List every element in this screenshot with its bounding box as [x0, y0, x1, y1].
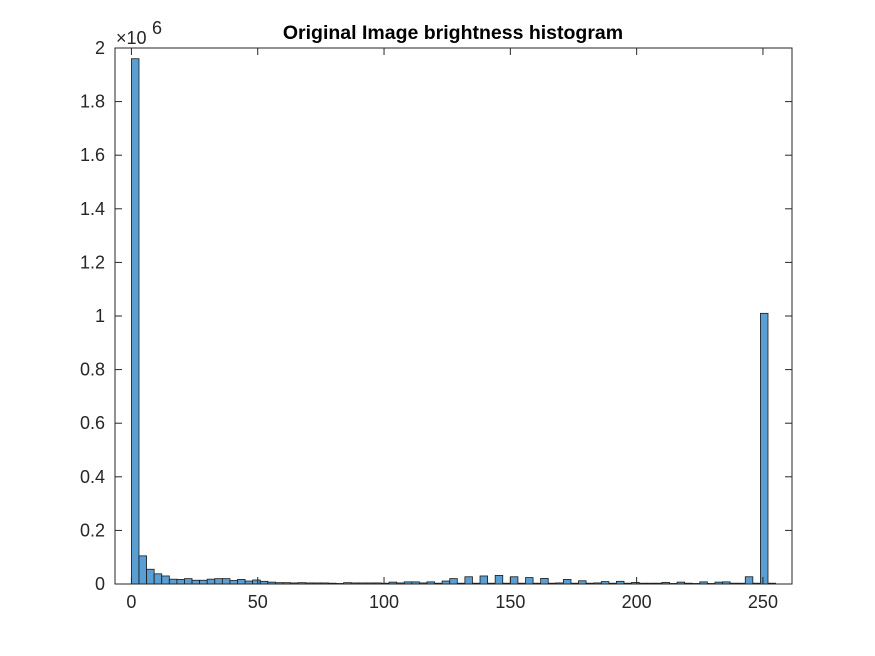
- y-tick-label: 1.6: [80, 145, 105, 165]
- x-tick-label: 100: [369, 592, 399, 612]
- y-tick-label: 1.8: [80, 92, 105, 112]
- y-tick-label: 1.2: [80, 252, 105, 272]
- x-tick-label: 200: [622, 592, 652, 612]
- axis-tick-labels: 0 50 100 150 200 250 0 0.2 0.4 0.6 0.8 1 1.2 1.4 1.6 1.…: [80, 38, 778, 612]
- histogram-bar: [449, 578, 458, 585]
- histogram-bar: [153, 573, 163, 585]
- histogram-bar: [138, 555, 147, 585]
- x-tick-label: 0: [126, 592, 136, 612]
- histogram-bar: [214, 578, 223, 585]
- histogram-bar: [206, 578, 216, 585]
- histogram-bar: [744, 576, 754, 585]
- y-tick-label: 1: [95, 306, 105, 326]
- y-axis-exponent-base: ×10: [116, 28, 147, 48]
- x-tick-label: 50: [248, 592, 268, 612]
- histogram-bar: [237, 579, 246, 585]
- y-tick-label: 1.4: [80, 199, 105, 219]
- y-tick-label: 0.2: [80, 520, 105, 540]
- x-tick-label: 150: [495, 592, 525, 612]
- histogram-bar: [168, 578, 178, 585]
- y-axis-exponent-label: ×10 6: [116, 18, 162, 48]
- x-tick-label: 250: [748, 592, 778, 612]
- histogram-bar: [146, 568, 155, 585]
- histogram-bar: [176, 579, 185, 585]
- histogram-bar: [229, 580, 238, 585]
- histogram-bar: [562, 579, 572, 585]
- y-tick-label: 2: [95, 38, 105, 58]
- chart-title: Original Image brightness histogram: [283, 22, 623, 44]
- histogram-bar: [252, 579, 261, 585]
- y-tick-label: 0.8: [80, 360, 105, 380]
- histogram-bar: [131, 58, 140, 585]
- histogram-bar: [184, 578, 193, 585]
- histogram-bar: [760, 312, 769, 585]
- histogram-bar: [161, 575, 170, 585]
- histogram-bar: [509, 576, 519, 585]
- histogram-bar: [191, 579, 201, 585]
- histogram-bar: [479, 575, 488, 585]
- histogram-bar: [199, 579, 208, 585]
- y-tick-label: 0.4: [80, 467, 105, 487]
- histogram-bar: [464, 576, 473, 585]
- y-tick-label: 0: [95, 574, 105, 594]
- axis-ticks: [115, 47, 792, 585]
- histogram-bar: [494, 575, 504, 585]
- y-tick-label: 0.6: [80, 413, 105, 433]
- histogram-bar: [525, 577, 534, 585]
- histogram-bar: [540, 577, 549, 585]
- plot-area-frame: [114, 47, 793, 585]
- histogram-bar: [221, 578, 231, 585]
- y-axis-exponent-power: 6: [152, 18, 162, 38]
